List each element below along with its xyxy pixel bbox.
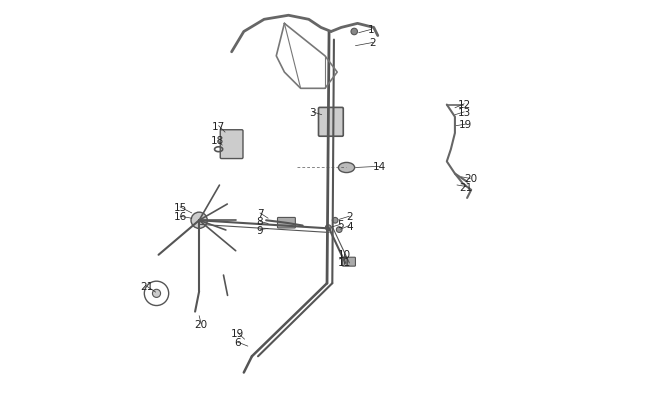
Circle shape <box>351 29 358 36</box>
Text: 20: 20 <box>194 319 208 329</box>
FancyBboxPatch shape <box>343 258 356 266</box>
Text: 1: 1 <box>367 26 374 35</box>
Circle shape <box>332 218 338 224</box>
Text: 7: 7 <box>257 209 263 218</box>
Text: 4: 4 <box>346 221 353 231</box>
Circle shape <box>326 225 331 231</box>
Text: 8: 8 <box>257 217 263 227</box>
Text: 10: 10 <box>338 249 351 259</box>
Circle shape <box>191 213 207 229</box>
Text: 3: 3 <box>309 108 316 117</box>
Text: 15: 15 <box>174 202 187 212</box>
Text: 21: 21 <box>140 282 154 292</box>
Text: 11: 11 <box>338 258 351 267</box>
Circle shape <box>336 227 342 233</box>
Text: 19: 19 <box>231 328 244 338</box>
Text: 16: 16 <box>174 212 187 222</box>
Text: 9: 9 <box>257 225 263 235</box>
Text: 13: 13 <box>458 108 471 117</box>
Text: 5: 5 <box>337 220 344 230</box>
Text: 20: 20 <box>464 174 477 184</box>
Ellipse shape <box>339 163 355 173</box>
Circle shape <box>153 290 161 298</box>
Text: 14: 14 <box>373 162 387 172</box>
Text: 2: 2 <box>370 38 376 48</box>
Text: 2: 2 <box>346 212 353 222</box>
FancyBboxPatch shape <box>220 130 243 159</box>
Text: 6: 6 <box>235 337 241 347</box>
Text: 12: 12 <box>458 100 471 109</box>
FancyBboxPatch shape <box>278 218 295 228</box>
Text: 19: 19 <box>460 120 473 130</box>
Text: 21: 21 <box>460 182 473 192</box>
Text: 18: 18 <box>211 136 224 146</box>
Text: 17: 17 <box>212 122 226 131</box>
FancyBboxPatch shape <box>318 108 343 137</box>
